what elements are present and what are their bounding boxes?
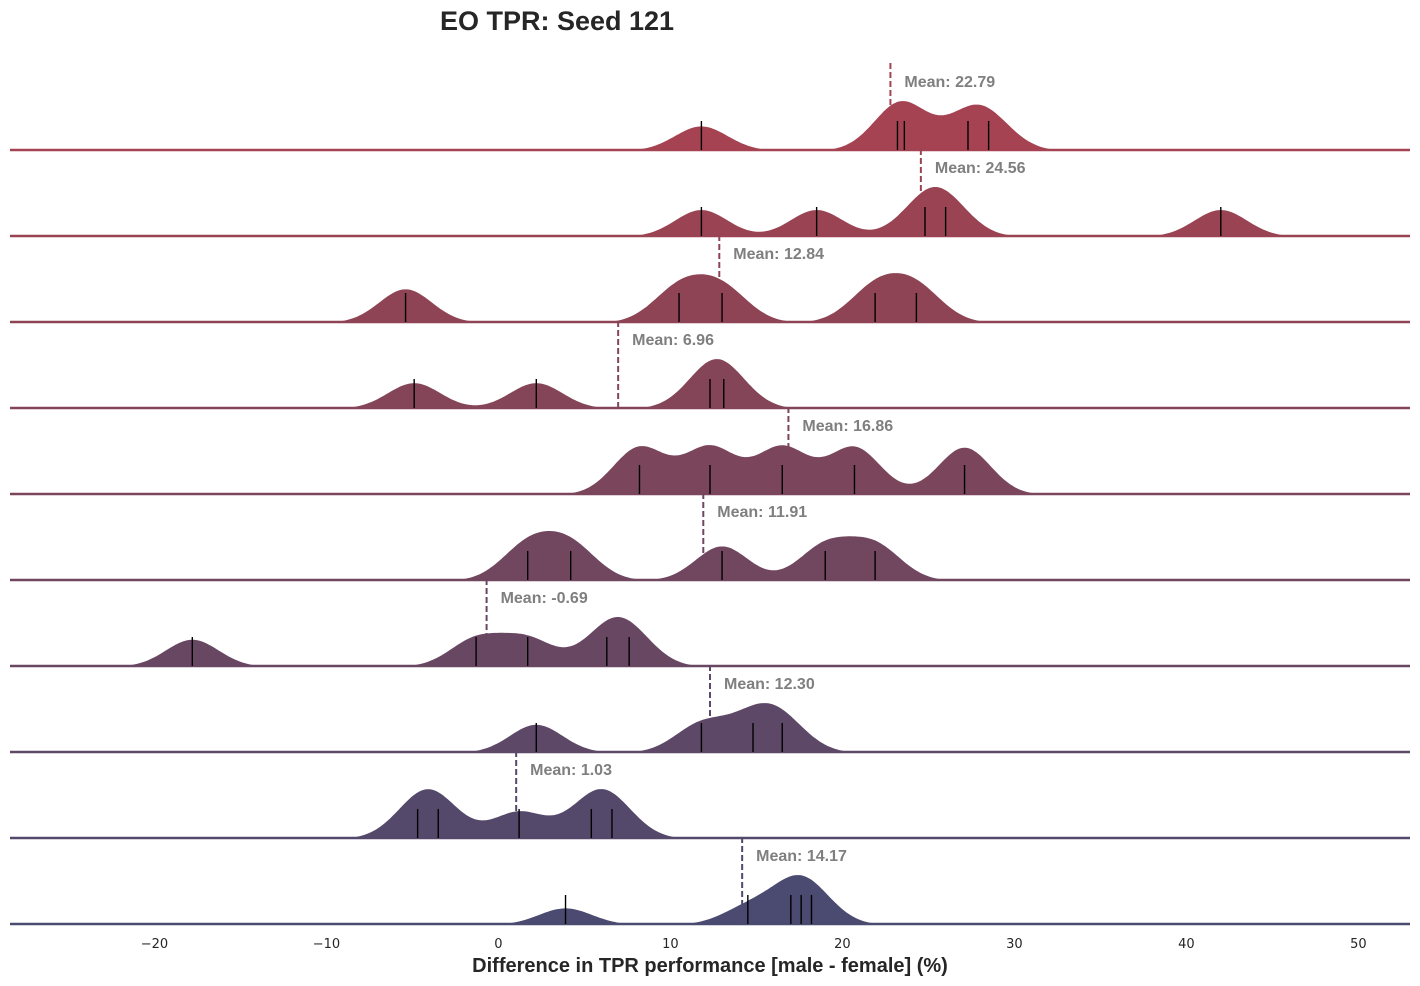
x-tick-label: −10 (313, 937, 340, 952)
mean-label: Mean: 22.79 (904, 74, 995, 91)
density-curve (458, 872, 919, 925)
density-curve (298, 270, 1023, 323)
x-tick-label: 0 (494, 937, 502, 952)
density-curve (429, 700, 889, 753)
x-axis-label: Difference in TPR performance [male - fe… (472, 955, 948, 977)
ridge-row: Mean: 24.56 (10, 148, 1410, 238)
density-curve (594, 185, 1328, 237)
x-tick-label: −20 (141, 937, 168, 952)
ridge-row: Mean: 11.91 (10, 492, 1410, 582)
density-curve (421, 529, 982, 581)
mean-label: Mean: -0.69 (501, 590, 588, 607)
ridge-row: Mean: 12.30 (10, 664, 1410, 754)
x-tick-label: 30 (1006, 937, 1023, 952)
x-axis: −20 −10 0 10 20 30 40 50 (141, 937, 1367, 952)
ridge-row: Mean: -0.69 (10, 578, 1410, 668)
mean-label: Mean: 24.56 (935, 160, 1026, 177)
ridge-row: Mean: 14.17 (10, 836, 1410, 926)
mean-label: Mean: 1.03 (530, 762, 612, 779)
chart-title: EO TPR: Seed 121 (440, 6, 674, 36)
mean-label: Mean: 11.91 (717, 504, 807, 521)
density-curve (85, 615, 736, 667)
mean-label: Mean: 12.30 (724, 676, 815, 693)
mean-label: Mean: 12.84 (733, 246, 824, 263)
ridge-row: Mean: 12.84 (10, 234, 1410, 324)
density-curve (311, 786, 719, 839)
density-curve (307, 356, 831, 409)
x-tick-label: 50 (1350, 937, 1367, 952)
mean-label: Mean: 14.17 (756, 848, 847, 865)
ridge-row: Mean: 16.86 (10, 406, 1410, 496)
mean-label: Mean: 6.96 (632, 332, 714, 349)
x-tick-label: 40 (1178, 937, 1195, 952)
ridges: Mean: 22.79 Mean: 24.56 Mean: 12.84 Mean: 6… (10, 62, 1410, 926)
ridge-row: Mean: 6.96 (10, 320, 1410, 410)
mean-label: Mean: 16.86 (802, 418, 893, 435)
x-tick-label: 20 (834, 937, 851, 952)
ridge-row: Mean: 1.03 (10, 750, 1410, 840)
density-curve (594, 98, 1096, 151)
density-curve (532, 442, 1072, 495)
ridge-row: Mean: 22.79 (10, 62, 1410, 152)
x-tick-label: 10 (662, 937, 679, 952)
